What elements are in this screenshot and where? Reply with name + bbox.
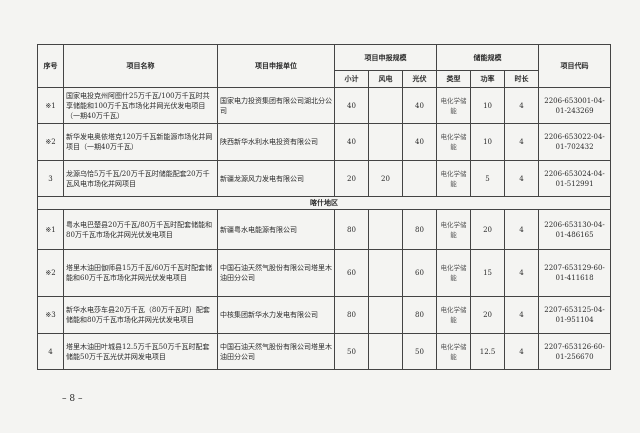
cell-seq: 3 [37,160,64,197]
cell-power: 5 [470,160,506,197]
header-wind: 风电 [368,70,403,88]
cell-name: 粤水电巴楚县20万千瓦/80万千瓦时配套储能和80万千瓦市场化并网光伏发电项目 [63,209,218,250]
cell-name: 新华水电莎车县20万千瓦（80万千瓦时）配套储能和80万千瓦市场化并网光伏发电项… [63,296,218,334]
header-code: 项目代码 [538,44,612,88]
header-subtotal: 小计 [334,70,369,88]
cell-duration: 4 [504,160,540,197]
cell-pv [401,160,438,197]
cell-subtotal: 20 [334,160,369,197]
cell-wind: 20 [368,160,403,197]
cell-type: 电化学储能 [436,333,472,370]
table-row: ※3 新华水电莎车县20万千瓦（80万千瓦时）配套储能和80万千瓦市场化并网光伏发… [37,296,612,334]
table-row: ※2 新华发电奥依塔克120万千瓦新能源市场化并网项目（一期40万千瓦） 陕西新华水… [37,123,612,161]
cell-power: 20 [470,296,506,334]
table-row: ※1 粤水电巴楚县20万千瓦/80万千瓦时配套储能和80万千瓦市场化并网光伏发电项… [37,209,612,250]
cell-name: 龙源乌恰5万千瓦/20万千瓦时储能配套20万千瓦风电市场化并网项目 [63,160,218,197]
cell-pv: 80 [401,209,438,250]
cell-type: 电化学储能 [436,87,472,124]
cell-subtotal: 60 [334,249,369,297]
cell-pv: 40 [401,123,438,161]
cell-wind [368,123,403,161]
table-row: 4 塔里木油田叶城县12.5万千瓦50万千瓦时配套储能50万千瓦光伏并网发电项目中… [37,333,612,370]
cell-duration: 4 [504,333,540,370]
cell-subtotal: 50 [334,333,369,370]
cell-subtotal: 40 [334,87,369,124]
page-number: – 8 – [62,394,83,404]
table-row: ※2 塔里木油田伽师县15万千瓦/60万千瓦时配套储能和60万千瓦市场化并网光伏发… [37,249,612,297]
cell-pv: 80 [401,296,438,334]
cell-code: 2206-653130-04-01-486165 [538,209,612,250]
cell-duration: 4 [504,249,540,297]
cell-name: 塔里木油田伽师县15万千瓦/60万千瓦时配套储能和60万千瓦市场化并网光伏发电项… [63,249,218,297]
cell-seq: ※1 [37,87,64,124]
cell-pv: 60 [401,249,438,297]
cell-name: 国家电投克州阿图什25万千瓦/100万千瓦时共享储能和100万千瓦市场化并网光伏… [63,87,218,124]
cell-code: 2206-653022-04-01-702432 [538,123,612,161]
cell-wind [368,333,403,370]
cell-seq: ※1 [37,209,64,250]
cell-code: 2207-653126-60-01-256670 [538,333,612,370]
cell-type: 电化学储能 [436,209,472,250]
project-table: 序号 项目名称 项目申报单位 项目申报规模 储能规模 项目代码 小计 风电 光伏… [36,44,612,370]
header-power: 功率 [470,70,506,88]
cell-unit: 中国石油天然气股份有限公司塔里木油田分公司 [217,333,335,370]
header-type: 类型 [436,70,472,88]
cell-subtotal: 40 [334,123,369,161]
header-unit: 项目申报单位 [217,44,335,88]
header-name: 项目名称 [63,44,218,88]
cell-duration: 4 [504,209,540,250]
header-pv: 光伏 [401,70,438,88]
cell-wind [368,87,403,124]
table-row: 3 龙源乌恰5万千瓦/20万千瓦时储能配套20万千瓦风电市场化并网项目 新疆龙源风力… [37,160,612,197]
cell-seq: ※3 [37,296,64,334]
cell-unit: 新疆龙源风力发电有限公司 [217,160,335,197]
cell-type: 电化学储能 [436,249,472,297]
cell-duration: 4 [504,123,540,161]
cell-power: 10 [470,123,506,161]
header-storage: 储能规模 [436,44,540,71]
cell-type: 电化学储能 [436,123,472,161]
cell-power: 12.5 [470,333,506,370]
cell-type: 电化学储能 [436,160,472,197]
cell-power: 10 [470,87,506,124]
header-scale: 项目申报规模 [333,44,438,71]
cell-unit: 陕西新华水利水电投资有限公司 [217,123,335,161]
cell-seq: ※2 [37,123,64,161]
cell-seq: 4 [37,333,64,370]
cell-duration: 4 [504,87,540,124]
cell-power: 15 [470,249,506,297]
cell-code: 2207-653129-60-01-411618 [538,249,612,297]
table-row: ※1 国家电投克州阿图什25万千瓦/100万千瓦时共享储能和100万千瓦市场化并网… [37,87,612,124]
cell-type: 电化学储能 [436,296,472,334]
cell-name: 新华发电奥依塔克120万千瓦新能源市场化并网项目（一期40万千瓦） [63,123,218,161]
cell-seq: ※2 [37,249,64,297]
cell-pv: 40 [401,87,438,124]
cell-code: 2207-653125-04-01-951104 [538,296,612,334]
cell-name: 塔里木油田叶城县12.5万千瓦50万千瓦时配套储能50万千瓦光伏并网发电项目 [63,333,218,370]
cell-wind [368,296,403,334]
cell-power: 20 [470,209,506,250]
cell-duration: 4 [504,296,540,334]
cell-unit: 中核集团新华水力发电有限公司 [217,296,335,334]
cell-wind [368,209,403,250]
header-seq: 序号 [37,44,64,88]
cell-pv: 50 [401,333,438,370]
cell-wind [368,249,403,297]
cell-subtotal: 80 [334,296,369,334]
region-label: 喀什地区 [36,196,612,210]
cell-unit: 新疆粤水电能源有限公司 [217,209,335,250]
cell-code: 2206-653024-04-01-512991 [538,160,612,197]
cell-unit: 国家电力投资集团有限公司湖北分公司 [217,87,335,124]
cell-code: 2206-653001-04-01-243269 [538,87,612,124]
header-duration: 时长 [504,70,540,88]
cell-subtotal: 80 [334,209,369,250]
region-row: 喀什地区 [36,196,612,210]
cell-unit: 中国石油天然气股份有限公司塔里木油田分公司 [217,249,335,297]
